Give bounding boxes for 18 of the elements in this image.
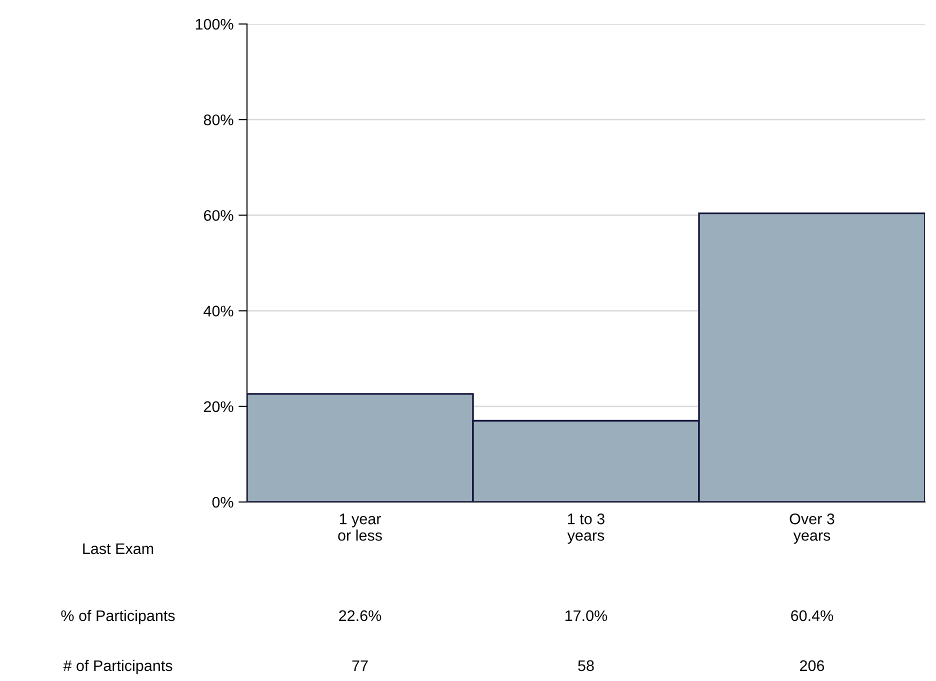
y-tick-label: 80% [204,114,234,126]
y-tick-label: 20% [204,401,234,412]
y-tick-label: 0% [212,496,234,508]
x-tick-label: Over 3 years [790,514,834,544]
text: % of Participants [61,610,175,624]
x-tick-label: 1 to 3 years [567,514,604,544]
data-label: 17.0% [566,610,608,622]
text: Last Exam [83,543,154,554]
y-tick-label: 60% [204,210,234,221]
text: 77 [352,660,368,671]
y-tick-label: 40% [204,306,234,316]
text: 206 [800,660,824,672]
text: # of Participants [63,660,172,674]
data-label: 60.4% [791,610,834,622]
y-tick-label: 100% [196,18,234,30]
x-tick-label: 1 year or less [338,514,382,541]
text: 58 [578,660,594,672]
data-label: 22.6% [339,610,382,622]
